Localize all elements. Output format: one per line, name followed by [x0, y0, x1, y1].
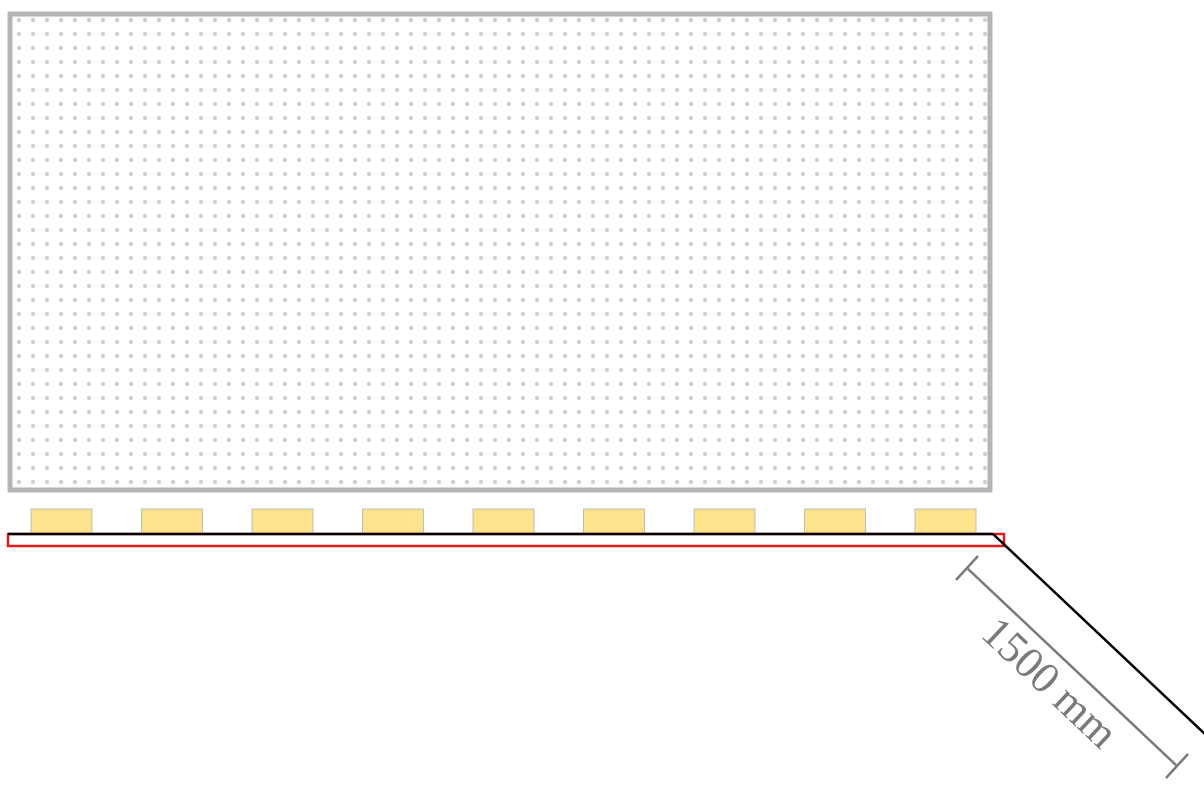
dimension-line [966, 567, 1178, 767]
base-rail [6, 532, 1006, 548]
dimension-label: 1500 mm [972, 607, 1127, 758]
block-row [30, 508, 977, 535]
yellow-block [804, 508, 866, 535]
dimension-tick-start [955, 555, 979, 581]
yellow-block [693, 508, 756, 535]
yellow-block [472, 508, 535, 535]
yellow-block [583, 508, 645, 535]
dimension-marker: 1500 mm [955, 555, 1189, 779]
red-rail [6, 532, 1006, 548]
dotted-panel [7, 11, 993, 493]
yellow-block [362, 508, 424, 535]
dimension-tick-end [1165, 753, 1189, 779]
yellow-block [914, 508, 977, 535]
yellow-block [141, 508, 203, 535]
panel-border [7, 11, 993, 493]
yellow-block [251, 508, 314, 535]
yellow-block [30, 508, 93, 535]
diagonal-line [992, 533, 1204, 735]
panel-dot-fill [12, 15, 990, 489]
